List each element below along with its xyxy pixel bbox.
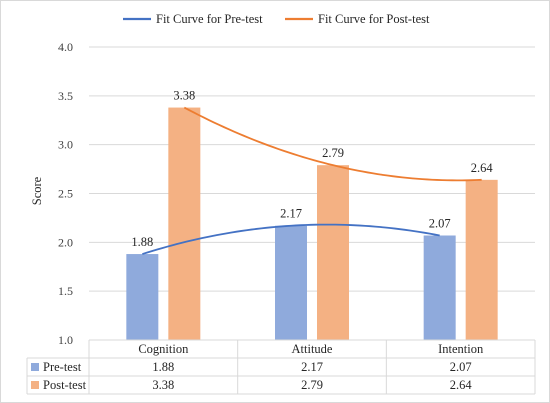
fit-curves	[142, 106, 482, 255]
category-label: Cognition	[138, 342, 189, 356]
table-series-name: Post-test	[43, 378, 87, 392]
fit-curve-pre-test	[142, 223, 440, 255]
data-label: 2.17	[280, 207, 302, 221]
table-legend-key	[31, 363, 39, 371]
data-label: 1.88	[131, 235, 153, 249]
y-axis-title: Score	[30, 176, 44, 205]
data-label: 2.79	[322, 146, 344, 160]
y-tick-labels: 1.0 1.5 2.0 2.5 3.0 3.5 4.0	[58, 40, 73, 347]
data-label: 2.07	[429, 216, 451, 230]
y-tick-label: 1.0	[58, 333, 73, 347]
y-tick-label: 3.0	[58, 138, 73, 152]
y-tick-label: 2.0	[58, 235, 73, 249]
table-cell: 2.07	[450, 360, 472, 374]
y-tick-label: 3.5	[58, 89, 73, 103]
fit-curve-post-test	[183, 106, 482, 182]
table-cell: 2.17	[301, 360, 323, 374]
table-cell: 1.88	[152, 360, 174, 374]
table-cell: 2.79	[301, 378, 323, 392]
legend: Fit Curve for Pre-test Fit Curve for Post…	[123, 12, 430, 26]
legend-label: Fit Curve for Pre-test	[156, 12, 263, 26]
table-legend-key	[31, 381, 39, 389]
table-cell: 3.38	[152, 378, 174, 392]
bar-pre-test-intention	[423, 235, 456, 340]
bar-post-test-attitude	[317, 165, 349, 340]
bars	[126, 107, 498, 340]
legend-label: Fit Curve for Post-test	[318, 12, 430, 26]
bar-post-test-cognition	[168, 107, 201, 340]
category-label: Intention	[438, 342, 484, 356]
y-tick-label: 4.0	[58, 40, 73, 54]
y-tick-label: 2.5	[58, 187, 73, 201]
table-series-name: Pre-test	[43, 360, 82, 374]
data-labels: 1.88 3.38 2.17 2.79 2.07 2.64	[131, 89, 494, 249]
y-tick-label: 1.5	[58, 284, 73, 298]
data-table: Cognition Attitude Intention Pre-test 1.88 2.…	[26, 339, 536, 395]
bar-pre-test-attitude	[275, 225, 307, 340]
category-label: Attitude	[292, 342, 333, 356]
grid-lines	[89, 46, 535, 341]
data-label: 2.64	[471, 161, 494, 175]
bar-post-test-intention	[465, 179, 498, 340]
data-label: 3.38	[173, 89, 195, 103]
table-cell: 2.64	[450, 378, 473, 392]
bar-pre-test-cognition	[126, 254, 159, 340]
